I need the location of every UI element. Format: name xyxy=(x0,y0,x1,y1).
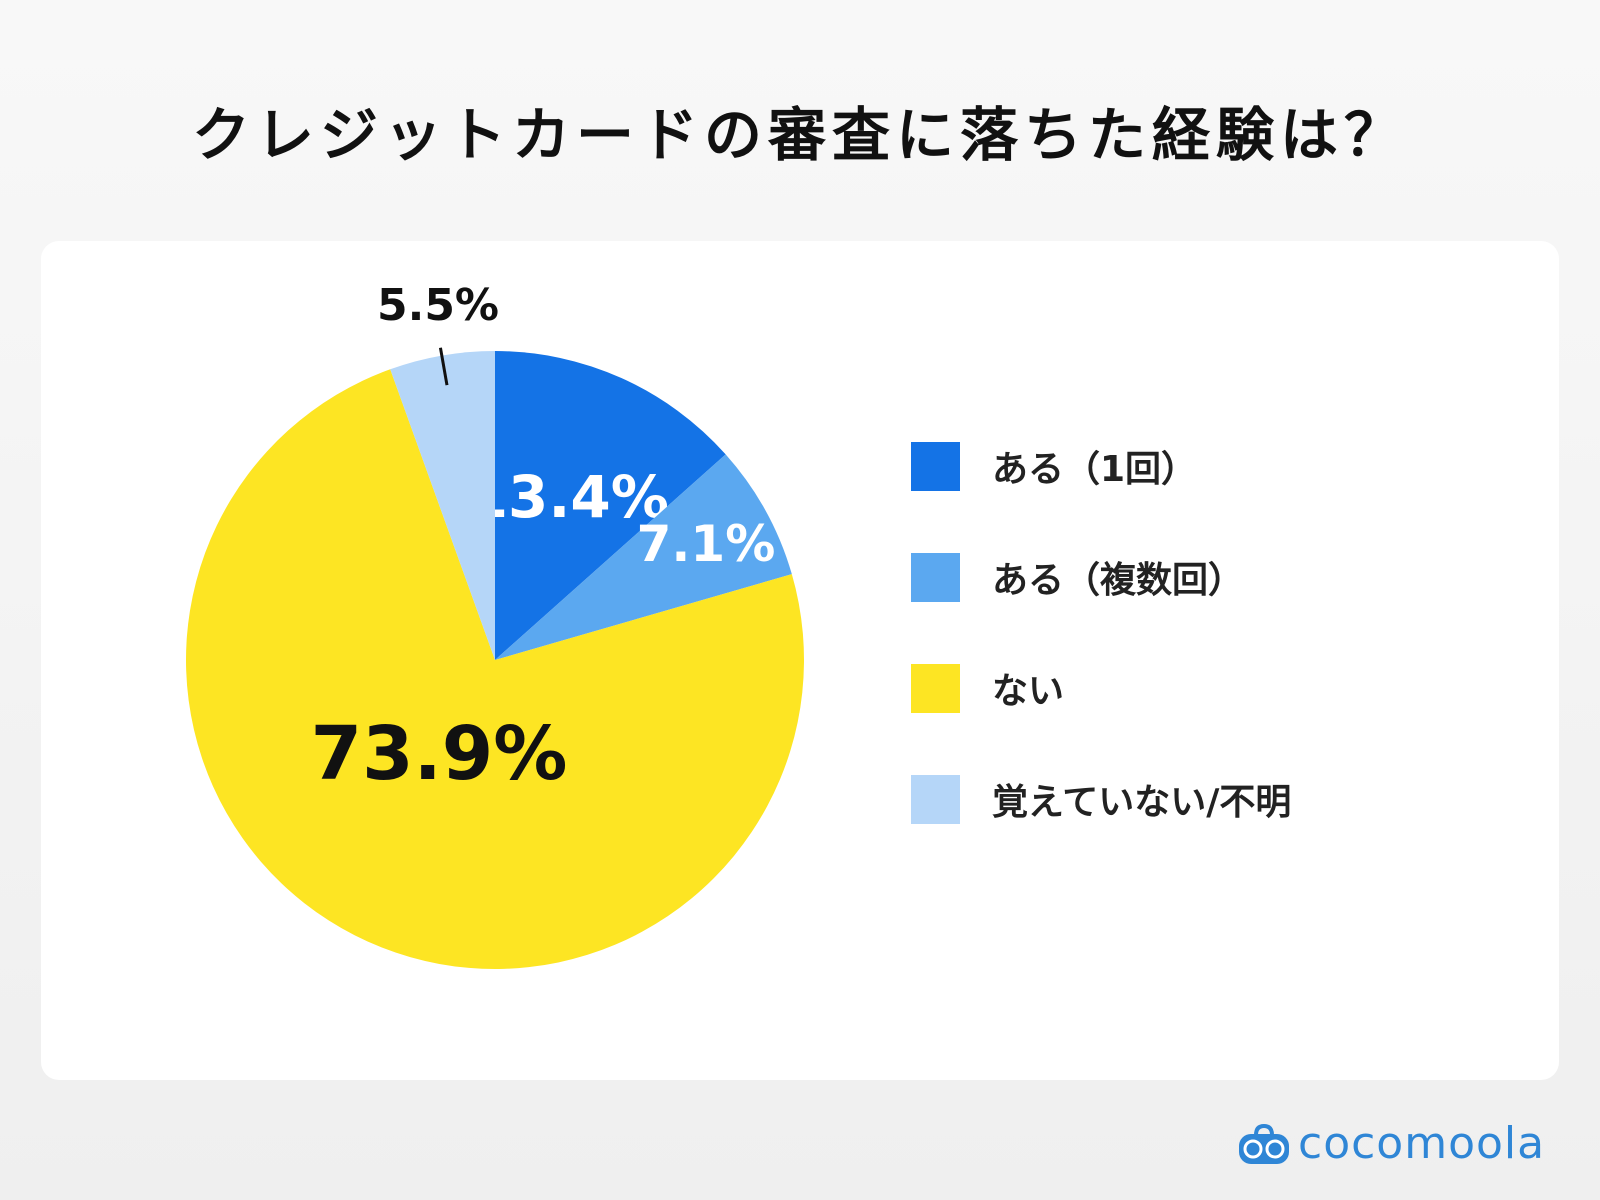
leader-line xyxy=(438,347,449,386)
pie-slice xyxy=(495,454,792,660)
legend-label: 覚えていない/不明 xyxy=(992,782,1292,823)
pie-slice xyxy=(495,351,726,660)
slice-data-label: 73.9% xyxy=(311,711,568,797)
legend-label: ある（複数回） xyxy=(992,560,1245,601)
pie-chart: 13.4%7.1% 73.9% 5.5% xyxy=(186,280,805,969)
pie-slice xyxy=(186,369,805,969)
legend-swatch xyxy=(911,663,960,713)
brand-logo: cocomoola xyxy=(1238,1118,1545,1169)
legend-item: ある（複数回） xyxy=(911,551,1244,603)
legend-swatch xyxy=(911,441,960,491)
logo-text: cocomoola xyxy=(1298,1118,1546,1169)
pie-slice xyxy=(390,351,495,660)
legend-swatch xyxy=(911,552,960,602)
chart-title: クレジットカードの審査に落ちた経験は？ xyxy=(191,101,1408,169)
legend-swatch xyxy=(911,774,960,824)
legend-label: ある（1回） xyxy=(992,449,1198,490)
chart-card: 13.4% 7.1% 73.9% 5.5% ある（1回） ある（複数回） ない覚えていない… xyxy=(41,241,1559,1080)
legend-item: 覚えていない/不明 xyxy=(911,773,1291,825)
legend-label: ない xyxy=(992,671,1065,712)
slice-data-label: 5.5% xyxy=(377,280,499,331)
slice-data-label: 7.1% xyxy=(637,515,776,573)
legend-item: ある（1回） xyxy=(911,440,1197,492)
logo-icon xyxy=(1239,1123,1289,1164)
slice-data-label: 13.4% xyxy=(468,463,669,531)
legend-item: ない xyxy=(911,662,1064,714)
